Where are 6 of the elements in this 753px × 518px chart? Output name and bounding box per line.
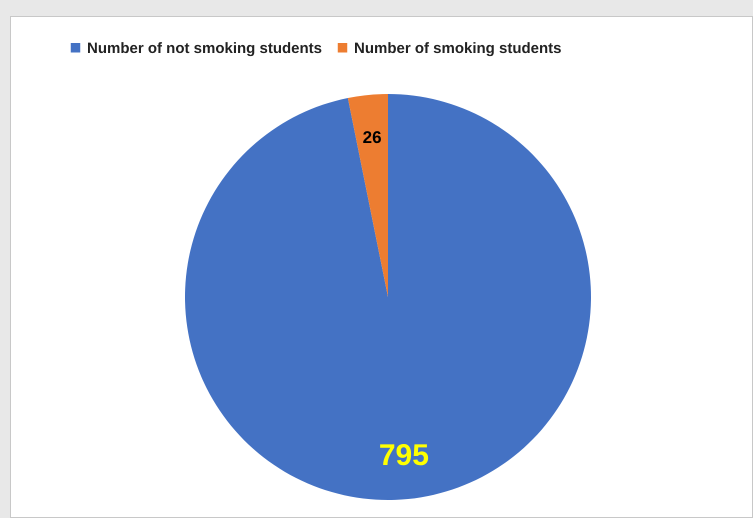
pie-slice (348, 94, 388, 297)
legend-label: Number of smoking students (354, 40, 562, 57)
pie-slice (185, 94, 591, 500)
legend-label: Number of not smoking students (87, 40, 322, 57)
data-label: 26 (362, 128, 382, 147)
data-label: 795 (378, 439, 429, 472)
